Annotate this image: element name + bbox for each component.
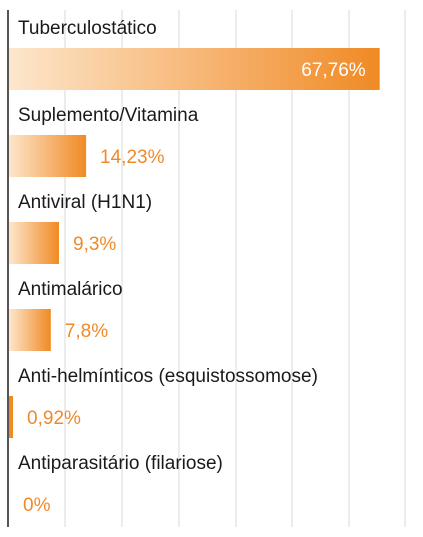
- labels: Tuberculostático 67,76% Suplemento/Vitamin…: [18, 18, 366, 516]
- category-label: Antiparasitário (filariose): [18, 453, 223, 474]
- bar: [9, 48, 380, 90]
- category-label: Antimalárico: [18, 279, 123, 300]
- bars: [9, 48, 380, 438]
- bar: [9, 135, 87, 177]
- category-label: Antiviral (H1N1): [18, 192, 152, 213]
- bar: [9, 309, 51, 351]
- value-label: 67,76%: [301, 60, 366, 81]
- gridlines: [64, 10, 406, 527]
- value-label: 7,8%: [65, 321, 108, 342]
- value-label: 9,3%: [73, 234, 116, 255]
- category-label: Suplemento/Vitamina: [18, 105, 199, 126]
- value-label: 14,23%: [100, 147, 165, 168]
- bar: [9, 222, 59, 264]
- value-label: 0%: [23, 495, 51, 516]
- category-label: Tuberculostático: [18, 18, 157, 39]
- bar: [9, 396, 13, 438]
- value-label: 0,92%: [27, 408, 81, 429]
- category-label: Anti-helmínticos (esquistossomose): [18, 366, 318, 387]
